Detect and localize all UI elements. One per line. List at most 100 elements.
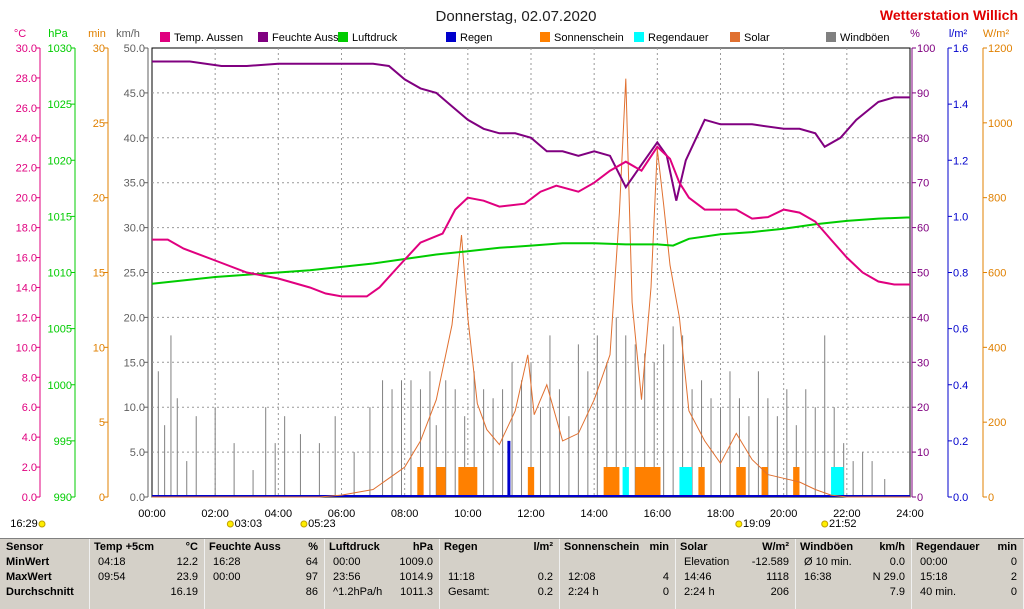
cell-value: -12.589 [751,556,789,568]
legend-label: Feuchte Auss* [272,32,344,44]
temp-tick-label: 24.0 [16,133,37,145]
wind-unit-label: km/h [116,28,140,40]
wind-tick-label: 10.0 [124,402,145,414]
time-tick-label: 24:00 [896,508,924,520]
time-tick-label: 08:00 [391,508,419,520]
column-unit: W/m² [762,541,789,553]
sunshine-bar [761,467,768,497]
row-label: MinWert [6,556,50,568]
event-time-label: 19:09 [743,518,771,530]
time-tick-label: 04:00 [265,508,293,520]
rain-duration-bar [831,467,844,497]
sun-event-icon [226,520,234,528]
sunshine-bar [736,467,746,497]
row-label: Sensor [6,541,44,553]
event-time-label: 16:29 [10,518,38,530]
wind-tick-label: 5.0 [130,447,145,459]
time-tick-label: 18:00 [707,508,735,520]
cell-time: 23:56 [333,571,361,583]
legend-label: Sonnenschein [554,32,624,44]
temp-tick-label: 4.0 [22,432,37,444]
cell-value: 206 [770,586,789,598]
solar-tick-label: 400 [988,342,1006,354]
cell-time: Ø 10 min. [804,556,852,568]
column-header: Sonnenschein [564,541,640,553]
sun-tick-label: 15 [93,268,105,280]
column-unit: min [649,541,669,553]
hum-tick-label: 90 [917,88,929,100]
solar-tick-label: 600 [988,268,1006,280]
column-header: Windböen [800,541,854,553]
rain-tick-label: 1.2 [953,155,968,167]
cell-value: 1009.0 [399,556,433,568]
column-header: Luftdruck [329,541,380,553]
hum-tick-label: 50 [917,268,929,280]
sun-tick-label: 30 [93,43,105,55]
column-unit: % [308,541,318,553]
temp-tick-label: 2.0 [22,462,37,474]
legend-swatch [338,32,348,42]
cell-time: 16:28 [213,556,241,568]
press-tick-label: 1020 [48,155,72,167]
solar-tick-label: 1200 [988,43,1012,55]
cell-value: 64 [305,556,318,568]
cell-time: 16:38 [804,571,832,583]
time-tick-label: 02:00 [201,508,229,520]
sun-event-icon [38,520,46,528]
sun-event-icon [300,520,308,528]
sunshine-bar [436,467,446,497]
cell-value: 1011.3 [400,586,433,598]
cell-time: Elevation [684,556,730,568]
cell-time: 09:54 [98,571,126,583]
sun-tick-label: 5 [99,417,105,429]
temp-tick-label: 8.0 [22,372,37,384]
hum-tick-label: 40 [917,312,929,324]
temp-tick-label: 18.0 [16,223,37,235]
sunshine-bar [417,467,424,497]
temp-tick-label: 6.0 [22,402,37,414]
table-column: Regendauer min 00:00 0 15:18 2 40 min. 0 [912,539,1024,609]
temp-tick-label: 12.0 [16,312,37,324]
wind-tick-label: 40.0 [124,133,145,145]
press-tick-label: 1015 [48,211,72,223]
hum-tick-label: 0 [917,492,923,504]
cell-time: 15:18 [920,571,948,583]
solar-tick-label: 800 [988,193,1006,205]
pressure-line [151,216,910,285]
temp-tick-label: 0.0 [22,492,37,504]
cell-time: 12:08 [568,571,596,583]
rain-unit-label: l/m² [949,28,968,40]
rain-tick-label: 0.8 [953,268,968,280]
time-tick-label: 16:00 [644,508,672,520]
cell-value: 16.19 [170,586,198,598]
hum-tick-label: 70 [917,178,929,190]
row-label: MaxWert [6,571,52,583]
column-unit: min [997,541,1017,553]
rain-bar [507,440,511,497]
legend-label: Solar [744,32,770,44]
cell-value: 1014.9 [399,571,433,583]
legend-label: Luftdruck [352,32,398,44]
wind-tick-label: 35.0 [124,178,145,190]
sunshine-bar [527,467,535,497]
solar-unit-label: W/m² [983,28,1010,40]
rain-duration-bar [622,467,629,497]
press-tick-label: 1025 [48,99,72,111]
sunshine-bar [698,467,705,497]
rain-duration-bar [679,467,693,497]
time-tick-label: 20:00 [770,508,798,520]
time-tick-label: 12:00 [517,508,545,520]
column-unit: °C [185,541,198,553]
temp-tick-label: 16.0 [16,253,37,265]
cell-value: 12.2 [176,556,198,568]
hum-tick-label: 60 [917,223,929,235]
cell-value: 7.9 [889,586,905,598]
brand-label: Wetterstation Willich [880,7,1018,23]
legend-swatch [826,32,836,42]
column-header: Regen [444,541,478,553]
wind-tick-label: 50.0 [124,43,145,55]
rain-tick-label: 1.4 [953,99,968,111]
rain-tick-label: 0.2 [953,436,968,448]
press-tick-label: 1030 [48,43,72,55]
column-header: Regendauer [916,541,980,553]
